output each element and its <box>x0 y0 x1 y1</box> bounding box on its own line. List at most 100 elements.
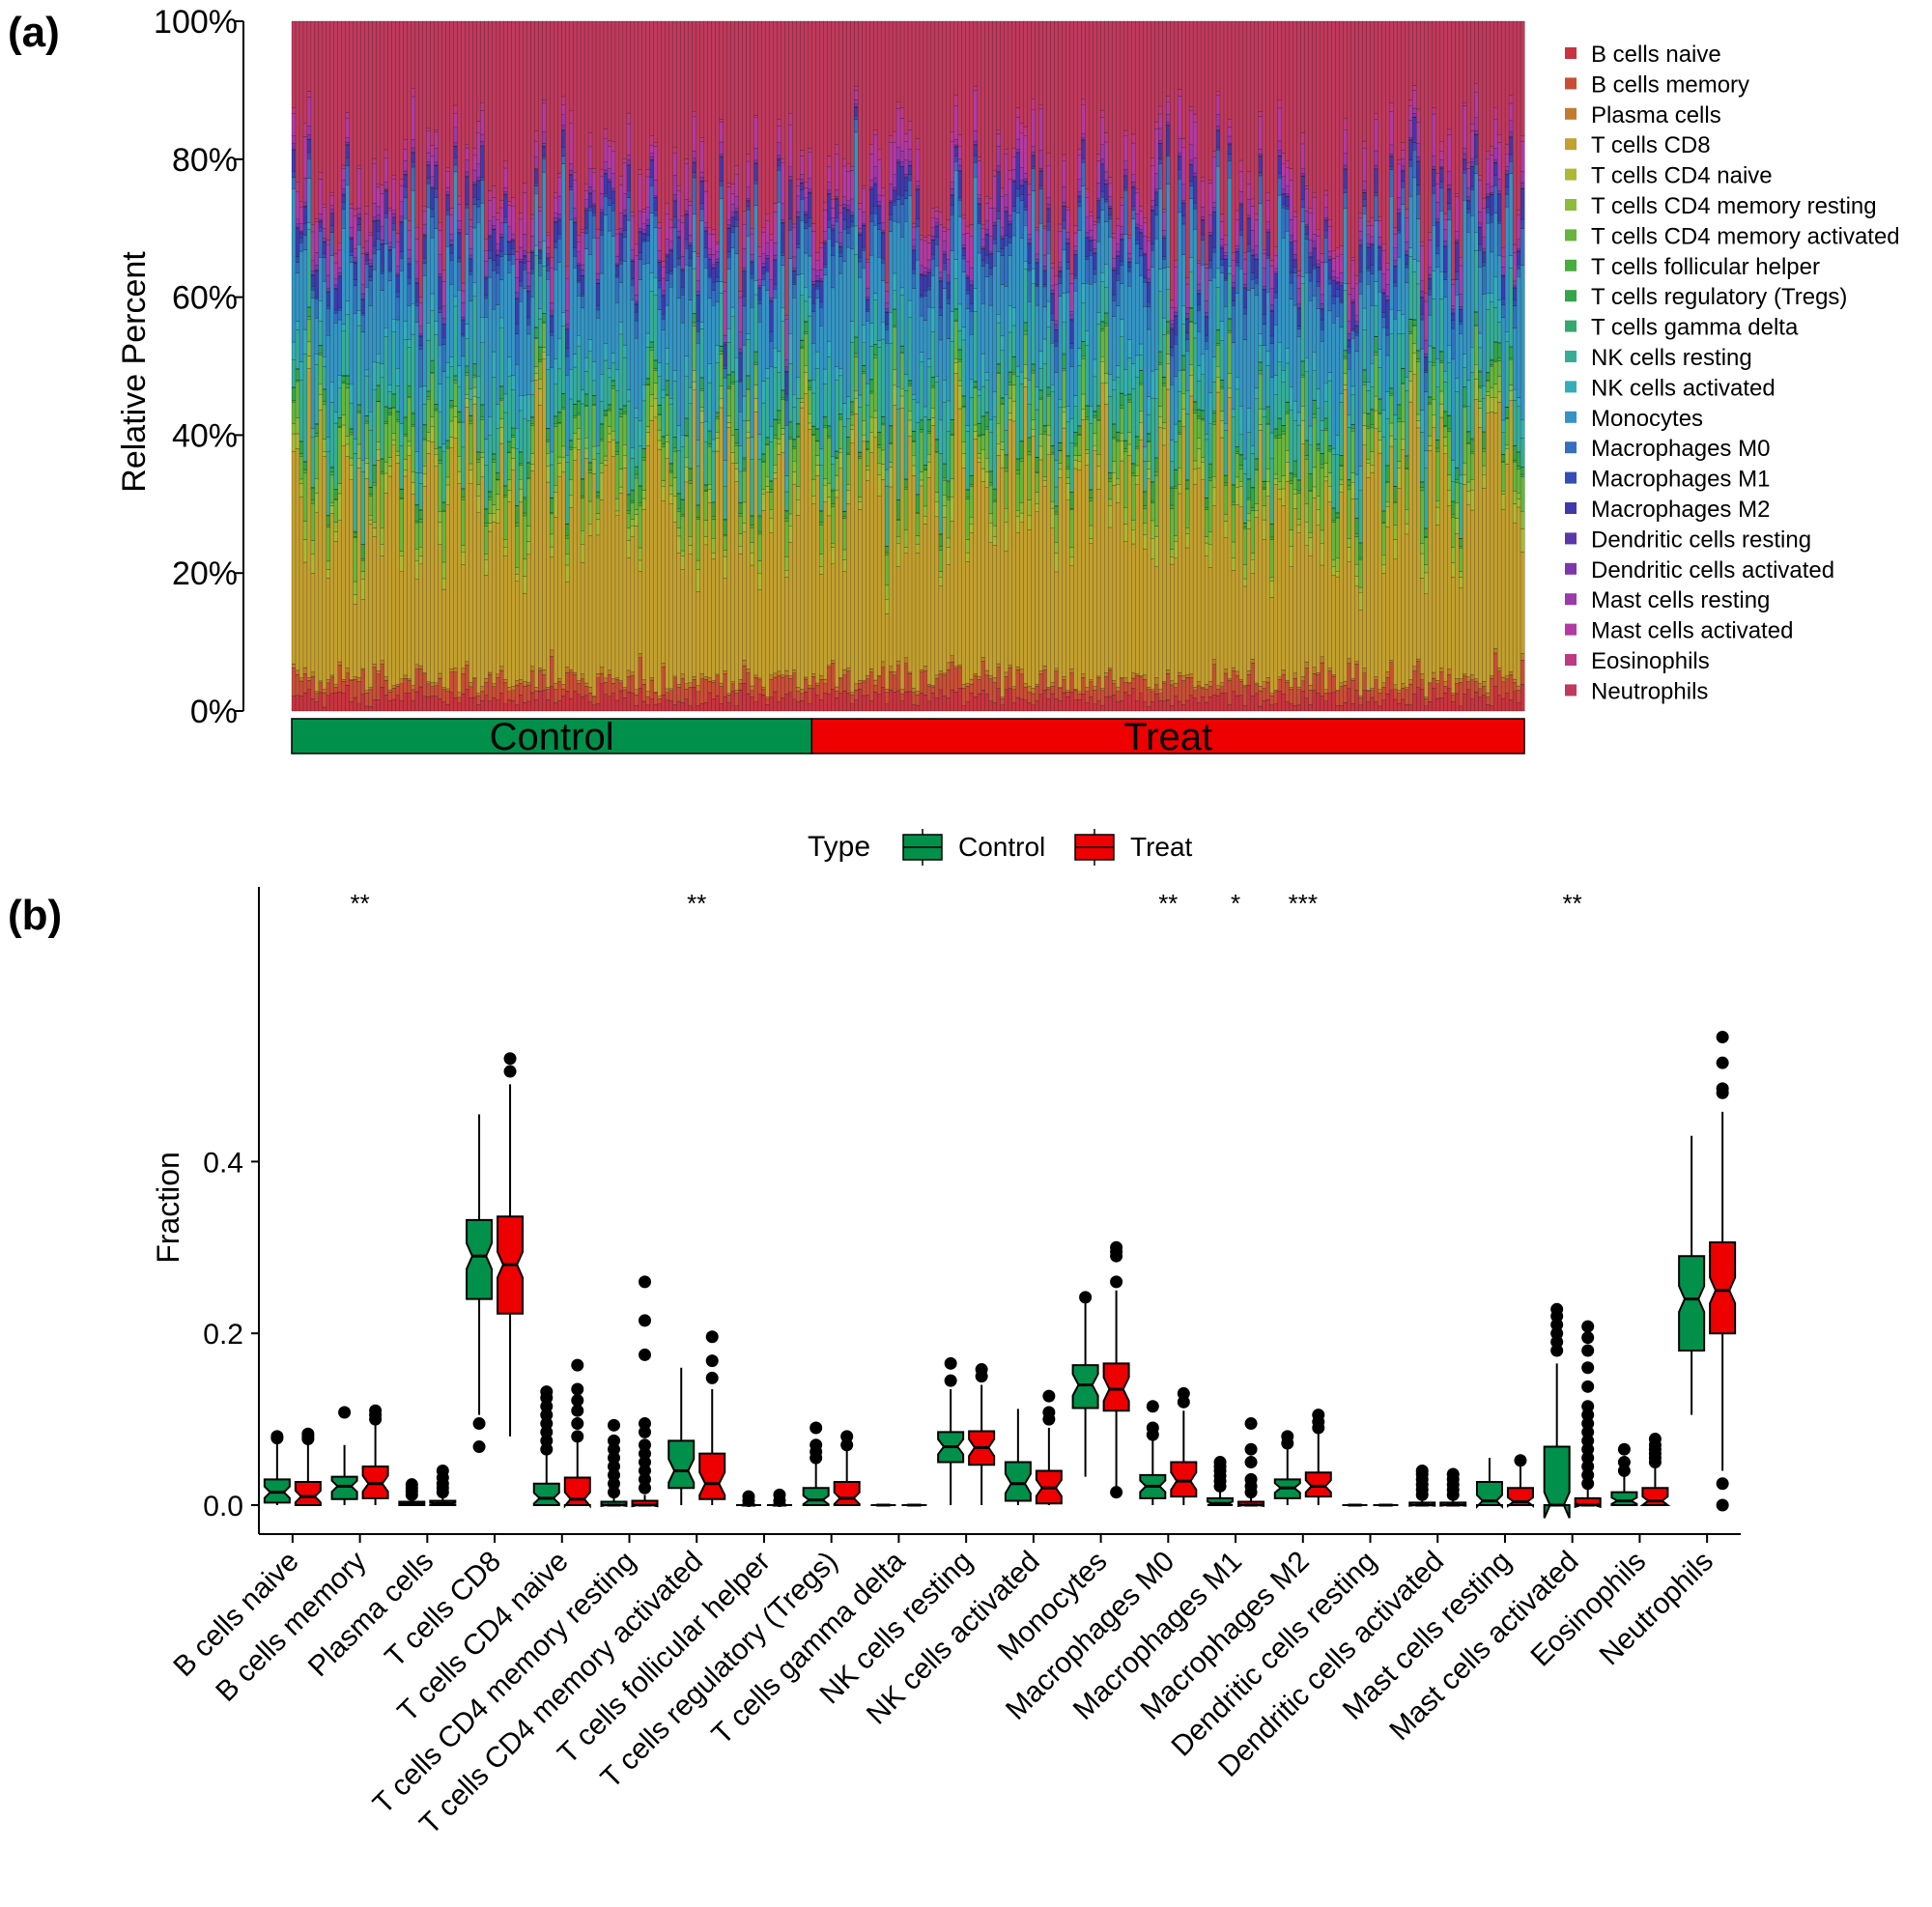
stacked-bar-segment <box>503 682 508 704</box>
stacked-bar-segment <box>1069 273 1074 284</box>
stacked-bar-sample <box>591 20 597 712</box>
stacked-bar-segment <box>872 20 878 130</box>
stacked-bar-segment <box>934 439 940 452</box>
stacked-bar-segment <box>996 218 1002 252</box>
stacked-bar-sample <box>465 20 469 712</box>
stacked-bar-segment <box>869 180 874 187</box>
stacked-bar-segment <box>946 497 952 500</box>
stacked-bar-segment <box>445 191 450 195</box>
stacked-bar-segment <box>788 675 793 679</box>
stacked-bar-sample <box>1077 20 1082 712</box>
stacked-bar-segment <box>445 167 450 172</box>
stacked-bar-segment <box>757 434 762 460</box>
stacked-bar-segment <box>961 214 967 219</box>
stacked-bar-segment <box>946 564 952 664</box>
stacked-bar-segment <box>1046 253 1052 302</box>
stacked-bar-segment <box>614 498 620 512</box>
stacked-bar-segment <box>488 499 493 514</box>
stacked-bar-segment <box>1027 499 1033 516</box>
stacked-bar-segment <box>457 195 462 205</box>
stacked-bar-segment <box>1054 571 1059 669</box>
stacked-bar-sample <box>988 20 994 712</box>
stacked-bar-segment <box>726 388 732 416</box>
stacked-bar-segment <box>1120 226 1124 235</box>
stacked-bar-segment <box>364 213 370 242</box>
stacked-bar-segment <box>1062 206 1066 221</box>
stacked-bar-segment <box>992 545 998 678</box>
stacked-bar-segment <box>434 228 440 322</box>
stacked-bar-segment <box>846 246 851 397</box>
stacked-bar-segment <box>838 232 843 243</box>
stacked-bar-segment <box>1062 427 1066 677</box>
stacked-bar-segment <box>792 669 797 673</box>
stacked-bar-segment <box>337 417 343 427</box>
stacked-bar-segment <box>591 380 597 396</box>
stacked-bar-segment <box>603 193 609 198</box>
stacked-bar-segment <box>676 700 682 712</box>
stacked-bar-sample <box>449 20 454 712</box>
stacked-bar-segment <box>465 177 469 205</box>
stacked-bar-segment <box>441 281 446 307</box>
stacked-bar-segment <box>808 685 812 689</box>
stacked-bar-sample <box>376 20 382 712</box>
stacked-bar-segment <box>607 405 612 410</box>
stacked-bar-segment <box>449 671 454 694</box>
stacked-bar-segment <box>1042 286 1048 307</box>
stacked-bar-segment <box>618 680 624 683</box>
stacked-bar-segment <box>876 201 882 206</box>
stacked-bar-segment <box>554 358 558 385</box>
stacked-bar-segment <box>599 683 605 712</box>
stacked-bar-sample <box>1081 20 1086 712</box>
stacked-bar-segment <box>649 698 655 712</box>
stacked-bar-segment <box>880 424 886 451</box>
stacked-bar-segment <box>676 450 682 494</box>
stacked-bar-segment <box>453 668 458 672</box>
stacked-bar-segment <box>580 479 585 497</box>
stacked-bar-segment <box>426 339 432 391</box>
stacked-bar-segment <box>480 177 485 181</box>
stacked-bar-segment <box>980 435 986 450</box>
stacked-bar-segment <box>696 685 701 693</box>
stacked-bar-segment <box>715 243 721 252</box>
stacked-bar-segment <box>595 677 601 704</box>
stacked-bar-segment <box>546 440 551 442</box>
stacked-bar-segment <box>356 230 362 245</box>
stacked-bar-segment <box>657 262 663 282</box>
stacked-bar-segment <box>641 212 647 224</box>
stacked-bar-segment <box>457 412 462 422</box>
stacked-bar-segment <box>1096 20 1101 155</box>
stacked-bar-segment <box>1123 524 1128 542</box>
stacked-bar-segment <box>519 261 524 282</box>
stacked-bar-segment <box>777 422 781 440</box>
stacked-bar-segment <box>372 361 378 390</box>
stacked-bar-segment <box>831 199 836 209</box>
stacked-bar-segment <box>523 192 527 235</box>
stacked-bar-sample <box>726 20 732 712</box>
stacked-bar-sample <box>880 20 886 712</box>
stacked-bar-segment <box>957 358 963 362</box>
stacked-bar-segment <box>384 182 389 189</box>
stacked-bar-segment <box>773 203 778 213</box>
stacked-bar-segment <box>638 445 643 486</box>
stacked-bar-segment <box>946 537 952 548</box>
stacked-bar-segment <box>926 419 932 432</box>
stacked-bar-segment <box>946 303 952 339</box>
stacked-bar-segment <box>1077 694 1082 700</box>
stacked-bar-segment <box>538 668 543 671</box>
stacked-bar-segment <box>557 195 562 214</box>
stacked-bar-segment <box>1038 389 1044 391</box>
stacked-bar-segment <box>341 164 347 169</box>
stacked-bar-segment <box>414 278 420 283</box>
stacked-bar-segment <box>819 301 824 308</box>
stacked-bar-segment <box>1123 541 1128 678</box>
stacked-bar-segment <box>996 372 1002 374</box>
stacked-bar-segment <box>680 287 686 296</box>
stacked-bar-segment <box>692 213 697 252</box>
stacked-bar-segment <box>854 353 859 357</box>
stacked-bar-sample <box>407 20 412 712</box>
stacked-bar-segment <box>1038 694 1044 712</box>
stacked-bar-segment <box>953 666 959 669</box>
stacked-bar-segment <box>318 213 324 220</box>
stacked-bar-segment <box>641 684 647 702</box>
stacked-bar-segment <box>611 20 616 142</box>
